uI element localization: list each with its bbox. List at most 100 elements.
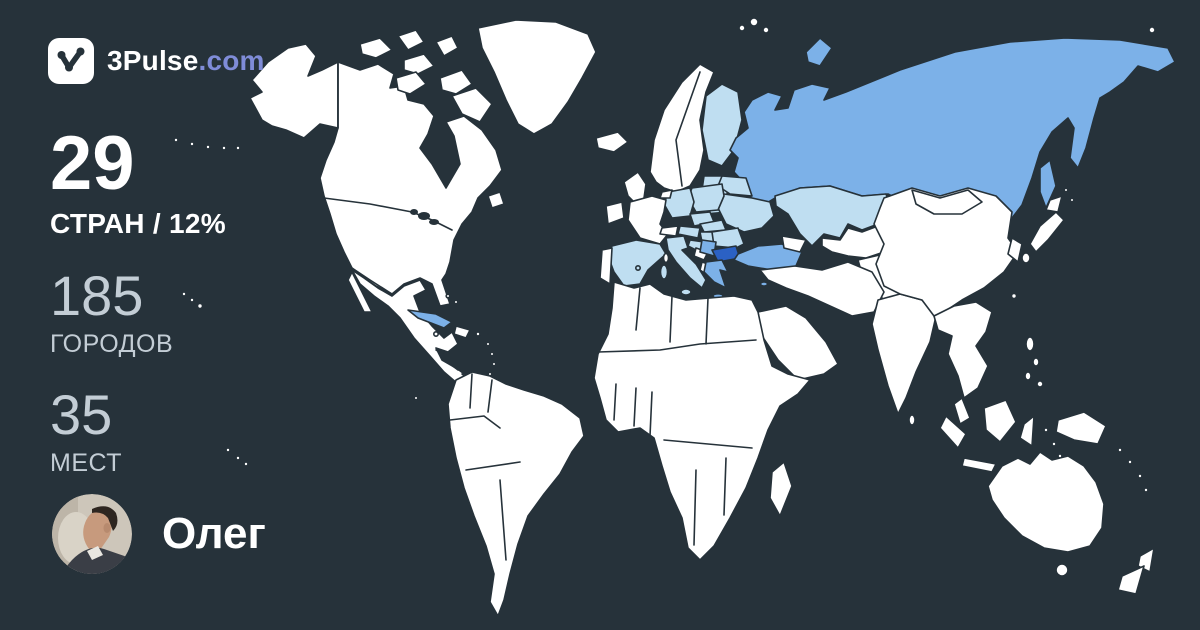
stat-cities-label: ГОРОДОВ xyxy=(50,330,174,358)
country-indonesia-islands xyxy=(1043,427,1049,433)
country-japan xyxy=(1029,211,1065,253)
country-puerto-rico xyxy=(475,331,481,337)
logo-text: 3Pulse.com xyxy=(107,45,265,77)
stat-cities: 185 ГОРОДОВ xyxy=(50,268,226,359)
stat-cities-value: 185 xyxy=(50,264,144,327)
country-hawaii xyxy=(189,297,195,303)
country-serbia xyxy=(699,239,717,257)
country-kazakhstan xyxy=(774,185,893,247)
country-svalbard xyxy=(738,24,746,32)
country-madagascar xyxy=(769,461,793,517)
country-indonesia-islands xyxy=(1051,441,1057,447)
country-sumatra xyxy=(939,415,967,449)
country-sulawesi xyxy=(1019,415,1035,447)
country-wrangel-island xyxy=(1148,26,1156,34)
country-corsica xyxy=(662,252,670,264)
country-sardinia xyxy=(659,264,669,280)
stats-panel: 29 СТРАН / 12% 185 ГОРОДОВ 35 МЕСТ xyxy=(50,126,226,478)
country-cuba xyxy=(407,309,453,329)
country-japan xyxy=(1021,252,1031,264)
country-mongolia xyxy=(911,189,983,215)
country-arctic-islands xyxy=(403,53,435,75)
country-aleutian-islands xyxy=(189,141,195,147)
country-svalbard xyxy=(762,26,770,34)
user-name: Олег xyxy=(162,509,266,558)
country-iceland xyxy=(595,131,629,153)
country-sicily xyxy=(680,288,692,296)
country-portugal xyxy=(599,247,613,285)
country-arctic-islands xyxy=(439,69,473,95)
country-tasmania xyxy=(1055,563,1069,577)
country-sakhalin xyxy=(1039,159,1057,209)
country-benelux xyxy=(659,189,673,199)
stat-countries-label: СТРАН / 12% xyxy=(50,208,226,239)
country-jamaica xyxy=(432,330,439,337)
country-new-zealand xyxy=(1137,547,1155,573)
country-south-america xyxy=(447,371,585,617)
border-south-america xyxy=(449,373,521,561)
country-arctic-islands xyxy=(397,29,425,51)
country-lesser-antilles xyxy=(485,341,491,347)
country-aleutian-islands xyxy=(221,145,227,151)
country-aleutian-islands xyxy=(205,144,211,150)
country-ukraine xyxy=(717,193,775,233)
country-lesser-antilles xyxy=(491,361,497,367)
country-africa xyxy=(593,281,811,561)
logo-name: 3Pulse xyxy=(107,45,199,76)
country-taiwan xyxy=(1010,292,1018,300)
country-india xyxy=(871,293,937,415)
country-melanesia xyxy=(1137,473,1143,479)
stat-places-label: МЕСТ xyxy=(50,449,122,477)
logo[interactable]: 3Pulse.com xyxy=(48,38,265,84)
country-philippines xyxy=(1024,371,1032,381)
country-bahamas xyxy=(445,293,451,299)
country-philippines xyxy=(1032,357,1040,367)
country-southeast-asia xyxy=(933,301,993,399)
country-china xyxy=(873,187,1019,317)
country-lesser-antilles xyxy=(489,351,495,357)
country-cyprus xyxy=(759,281,769,287)
country-france xyxy=(627,195,669,245)
stat-places-value: 35 xyxy=(50,383,113,446)
country-java xyxy=(961,457,997,473)
country-hispaniola xyxy=(453,325,471,339)
stat-countries: 29 СТРАН / 12% xyxy=(50,126,226,240)
country-mexico-central-america xyxy=(351,269,479,395)
country-canada-usa xyxy=(319,61,503,307)
country-baja-california xyxy=(347,271,373,313)
country-caucasus xyxy=(781,235,807,253)
country-polynesia xyxy=(243,461,249,467)
border-norway-sweden xyxy=(675,71,701,187)
country-borneo xyxy=(983,399,1017,443)
country-bahamas xyxy=(453,299,459,305)
country-aleutian-islands xyxy=(235,145,241,151)
country-new-zealand xyxy=(1117,565,1145,595)
country-australia xyxy=(987,451,1105,553)
country-italy xyxy=(665,235,707,289)
country-novaya-zemlya xyxy=(805,37,833,67)
country-svalbard xyxy=(749,17,759,27)
country-austria xyxy=(677,225,701,239)
country-iran-iraq-levant xyxy=(759,261,885,317)
stat-places: 35 МЕСТ xyxy=(50,387,226,478)
country-arctic-islands xyxy=(359,37,393,59)
country-polynesia xyxy=(225,447,231,453)
country-malay-peninsula xyxy=(953,397,971,425)
country-melanesia xyxy=(1117,447,1123,453)
country-greenland xyxy=(477,19,597,135)
country-polynesia xyxy=(235,455,241,461)
country-kuril-islands xyxy=(1069,197,1075,203)
country-galapagos xyxy=(413,395,419,401)
country-switzerland xyxy=(659,225,679,237)
great-lakes xyxy=(418,212,430,220)
great-lakes xyxy=(429,219,439,225)
country-newfoundland xyxy=(487,191,505,209)
country-aleutian-islands xyxy=(173,137,179,143)
country-victoria-island xyxy=(395,71,427,95)
country-melanesia xyxy=(1143,487,1149,493)
country-balearic-islands xyxy=(634,264,641,271)
border-usa-mexico xyxy=(351,267,393,295)
country-alaska xyxy=(249,43,339,139)
country-philippines xyxy=(1025,336,1035,352)
